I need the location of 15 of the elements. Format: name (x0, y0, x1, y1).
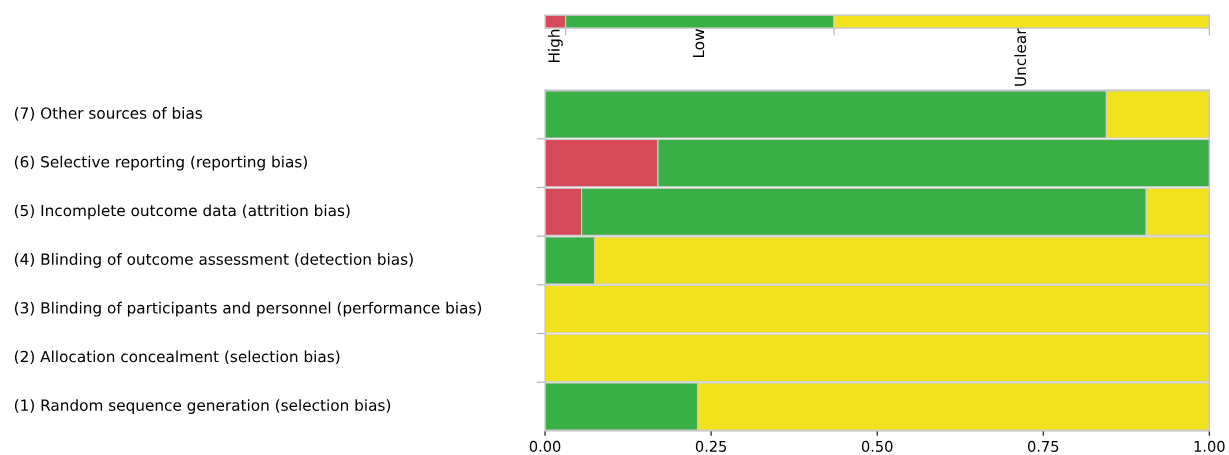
x-tick-label: 0.50 (861, 440, 893, 452)
y-tick-label: (5) Incomplete outcome data (attrition bias) (14, 204, 350, 220)
x-tick-label: 0.75 (1027, 440, 1059, 452)
y-tick-label: (3) Blinding of participants and personnel (performance bias) (14, 301, 482, 317)
y-tick-label: (2) Allocation concealment (selection bias) (14, 350, 340, 365)
y-tick-label: (7) Other sources of bias (14, 107, 203, 121)
x-tick-label: 0.00 (529, 440, 561, 452)
x-tick-label: 1.00 (1194, 440, 1225, 452)
y-tick-label: (4) Blinding of outcome assessment (detection bias) (14, 253, 413, 268)
text: High (547, 29, 563, 63)
y-tick-label: (6) Selective reporting (reporting bias) (14, 155, 307, 171)
x-tick-label: 0.25 (695, 440, 727, 452)
y-tick-label: (1) Random sequence generation (selection bias) (14, 399, 391, 414)
text: Unclear (1014, 28, 1027, 86)
text: Low (692, 29, 705, 58)
